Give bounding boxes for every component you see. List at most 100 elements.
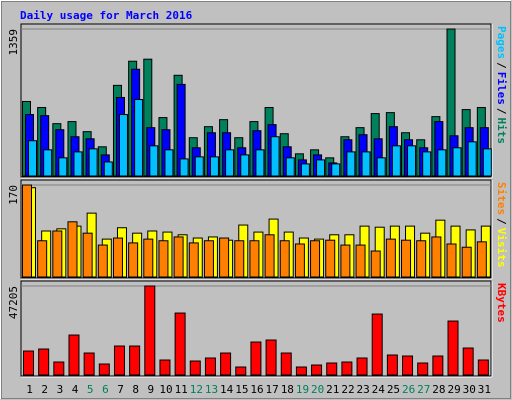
bar [97, 244, 108, 278]
bar [249, 240, 260, 278]
x-tick-label: 28 [432, 383, 445, 396]
x-tick-label: 24 [372, 383, 386, 396]
x-tick-label: 4 [72, 383, 79, 396]
bar [370, 250, 381, 278]
bar [265, 339, 277, 376]
bar [462, 347, 474, 376]
bar [432, 355, 444, 376]
x-tick-label: 26 [402, 383, 415, 396]
x-tick-label: 17 [266, 383, 279, 396]
bar [250, 341, 262, 376]
bar [461, 246, 472, 278]
legend-entry: KBytes [495, 283, 508, 323]
bar [416, 240, 427, 278]
x-tick-label: 13 [205, 383, 218, 396]
bar [467, 141, 477, 177]
y-tick-label: 1359 [7, 29, 20, 56]
bar [401, 239, 412, 278]
bar [83, 352, 95, 376]
legend: KBytes [495, 283, 508, 323]
legend: Sites / Visits [495, 182, 508, 268]
bar [38, 348, 50, 376]
x-tick-label: 11 [175, 383, 188, 396]
bar [407, 145, 417, 177]
x-tick-label: 29 [447, 383, 460, 396]
bar [88, 148, 98, 177]
bar [28, 140, 37, 177]
bar [112, 237, 123, 278]
bar [310, 240, 321, 278]
bar [417, 362, 429, 376]
bar [385, 238, 396, 278]
legend-separator: / [495, 218, 508, 225]
x-tick-label: 25 [387, 383, 400, 396]
x-tick-label: 27 [417, 383, 430, 396]
bar [82, 232, 93, 278]
x-tick-label: 16 [250, 383, 263, 396]
bar [477, 359, 489, 376]
bar [173, 236, 184, 278]
legend-entry: Sites [495, 182, 508, 215]
bar [144, 285, 156, 376]
bar [149, 145, 159, 177]
bar [179, 158, 189, 177]
bar [134, 99, 144, 177]
bar [204, 357, 216, 376]
x-tick-label: 30 [463, 383, 476, 396]
bar [174, 312, 186, 376]
bar [391, 145, 401, 177]
bar [264, 234, 275, 278]
bar [118, 114, 128, 177]
x-tick-label: 9 [148, 383, 155, 396]
bar [356, 357, 368, 376]
bar [341, 361, 353, 376]
x-tick-label: 10 [159, 383, 172, 396]
bar [422, 151, 432, 177]
x-tick-label: 12 [190, 383, 203, 396]
x-tick-label: 14 [220, 383, 234, 396]
x-tick-label: 20 [311, 383, 324, 396]
bar [159, 359, 171, 376]
bar [452, 147, 462, 177]
x-tick-label: 2 [41, 383, 48, 396]
bar [103, 161, 113, 177]
bar [37, 240, 48, 278]
bar [295, 366, 307, 376]
x-tick-label: 21 [326, 383, 339, 396]
bar [331, 163, 341, 177]
bar [371, 313, 383, 376]
bar [285, 157, 295, 177]
bar [22, 184, 32, 278]
bar [437, 149, 447, 177]
legend-separator: / [495, 62, 508, 69]
bar [98, 363, 110, 376]
bar [431, 236, 442, 278]
bar [143, 238, 154, 278]
bar [446, 243, 457, 278]
bar [311, 364, 323, 376]
bar [219, 237, 230, 278]
bar [67, 221, 78, 278]
bar [447, 320, 459, 376]
bar [346, 151, 356, 177]
bar [194, 156, 204, 177]
legend: Pages / Files / Hits [495, 26, 508, 144]
bar [113, 345, 125, 376]
bar [53, 361, 65, 376]
bar [376, 157, 386, 177]
bar [279, 240, 290, 278]
bar [255, 149, 265, 177]
x-tick-label: 5 [87, 383, 94, 396]
x-tick-label: 23 [357, 383, 370, 396]
bar [164, 149, 174, 177]
bar [476, 241, 487, 278]
bar [234, 240, 245, 278]
bar [402, 355, 414, 376]
x-tick-label: 7 [117, 383, 124, 396]
bar [189, 360, 201, 376]
x-tick-label: 31 [478, 383, 491, 396]
bar [270, 136, 280, 177]
y-tick-label: 170 [7, 185, 20, 205]
